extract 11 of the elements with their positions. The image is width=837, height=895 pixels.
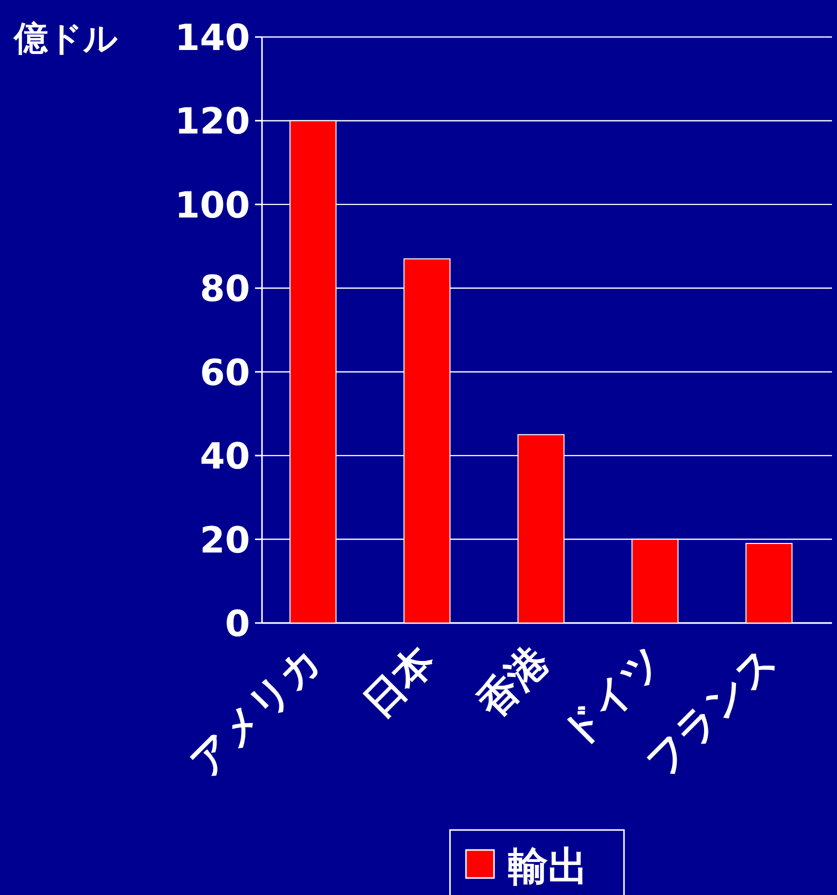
x-tick-label: 日本 (354, 638, 444, 727)
y-tick-label: 120 (174, 102, 250, 143)
legend-label: 輸出 (508, 844, 588, 890)
y-tick-label: 60 (200, 352, 250, 394)
y-tick-label: 20 (200, 520, 250, 562)
y-tick-label: 140 (174, 18, 250, 59)
y-axis-title: 億ドル (13, 19, 118, 59)
y-tick-label: 100 (174, 185, 250, 226)
x-tick-label: 香港 (468, 638, 558, 728)
y-tick-label: 80 (200, 269, 250, 310)
y-tick-label: 40 (200, 436, 250, 478)
